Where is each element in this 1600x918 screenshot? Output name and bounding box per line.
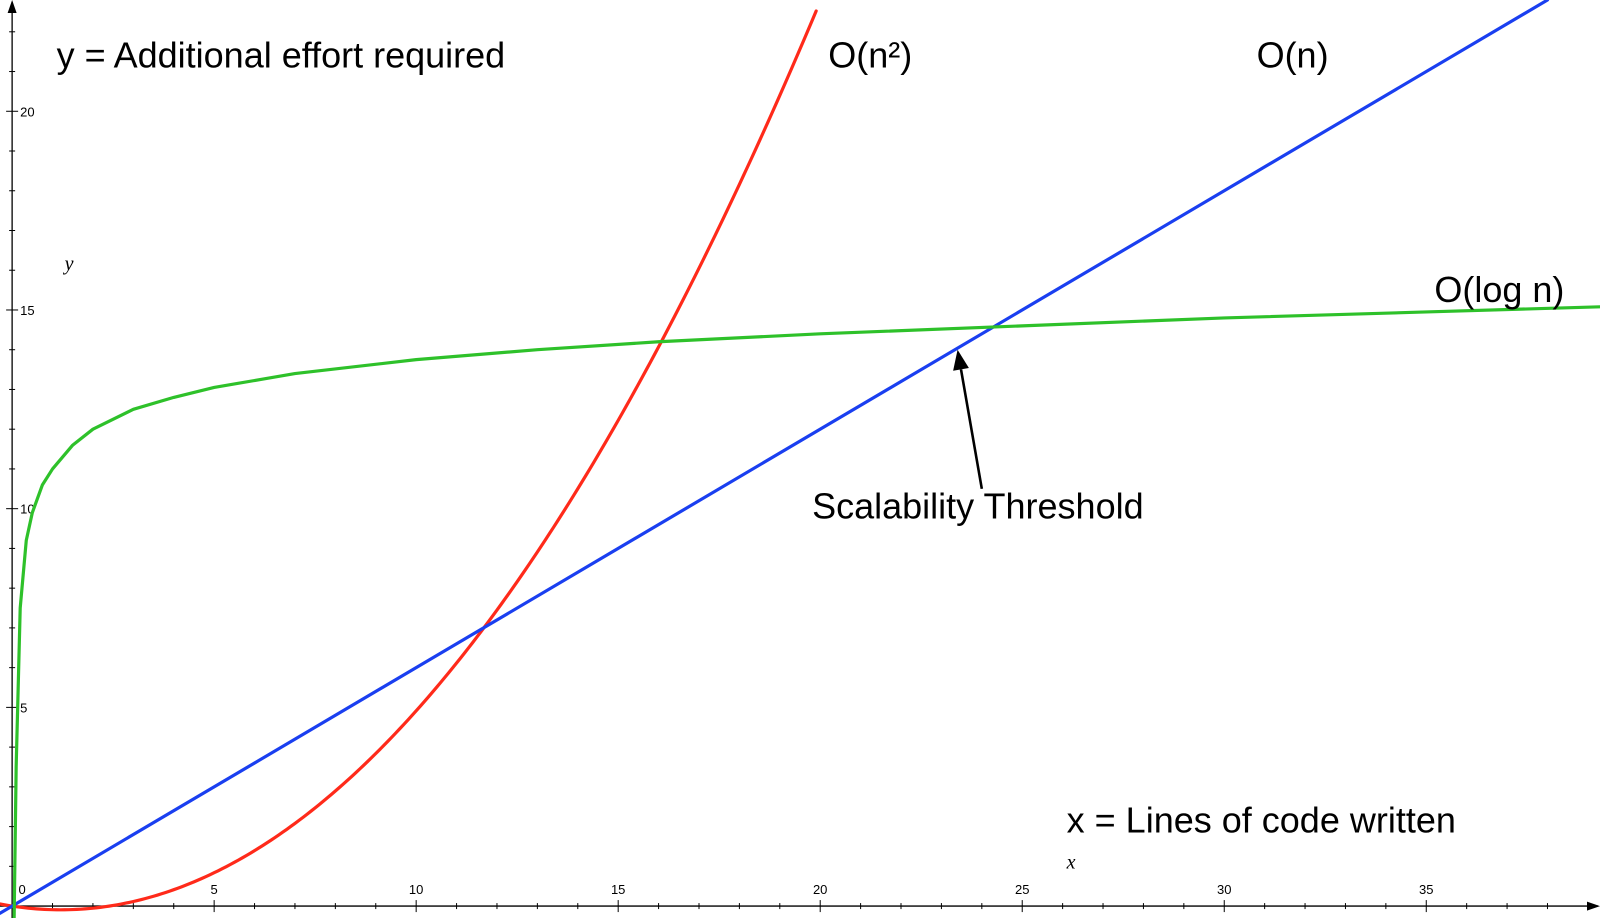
series-linear <box>0 0 1550 915</box>
y-axis-label: y <box>63 253 74 275</box>
threshold-arrowhead <box>953 349 969 371</box>
x-tick-label: 30 <box>1217 882 1231 897</box>
x-axis-arrowhead <box>1587 901 1600 911</box>
threshold-arrow-shaft <box>959 369 984 490</box>
series-quadratic <box>0 9 818 912</box>
x-tick-label: 15 <box>611 882 625 897</box>
y-axis-arrowhead <box>7 0 17 13</box>
x-tick-label: 10 <box>409 882 423 897</box>
y-tick-label: 15 <box>20 303 34 318</box>
x-ticks: 0 5 10 15 20 25 30 35 <box>19 882 1589 913</box>
x-axis-label: x <box>1066 851 1076 873</box>
annotation-label: O(n) <box>1257 35 1329 76</box>
annotation-label: y = Additional effort required <box>57 35 506 76</box>
y-tick-label: 5 <box>20 700 27 715</box>
x-tick-label: 35 <box>1419 882 1433 897</box>
x-tick-label: 5 <box>211 882 218 897</box>
x-tick-label: 0 <box>19 882 26 897</box>
annotations-group: y = Additional effort required x = Lines … <box>57 35 1565 841</box>
annotation-label: Scalability Threshold <box>812 486 1144 527</box>
annotation-label: x = Lines of code written <box>1067 800 1456 841</box>
x-tick-label: 25 <box>1015 882 1029 897</box>
series-log <box>12 305 1600 918</box>
annotation-label: O(n²) <box>828 35 912 76</box>
x-tick-label: 20 <box>813 882 827 897</box>
y-tick-label: 20 <box>20 104 34 119</box>
annotation-label: O(log n) <box>1434 269 1564 310</box>
